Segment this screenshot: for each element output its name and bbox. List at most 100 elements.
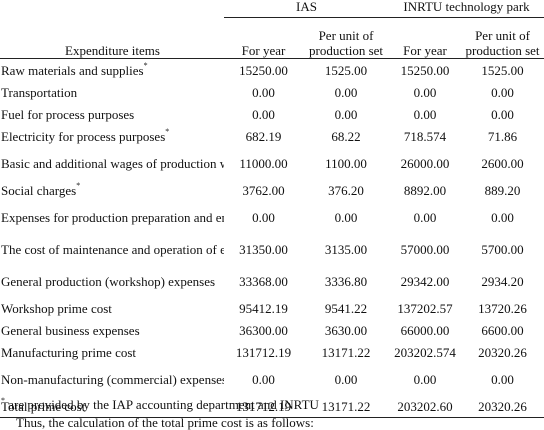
column-header-ias-per-unit: Per unit of production set	[303, 17, 390, 59]
cell-inrtu-per-unit: 13720.26	[478, 300, 527, 316]
row-item-text: Electricity for process purposes	[1, 128, 166, 144]
cell-inrtu-for-year: 0.00	[413, 106, 437, 122]
table-body: Raw materials and supplies* 15250.00 1525.…	[0, 59, 544, 418]
cell-inrtu-for-year: 26000.00	[400, 155, 450, 171]
row-item-label: Electricity for process purposes*	[0, 125, 224, 147]
row-item-label: Fuel for process purposes	[0, 103, 224, 125]
cell-ias-per-unit: 13171.22	[303, 395, 390, 418]
column-header-row: Expenditure items For year Per unit of p…	[0, 17, 544, 59]
cell-inrtu-per-unit: 71.86	[487, 128, 518, 144]
row-item-text: Expenses for production preparation and …	[1, 209, 224, 225]
cell-inrtu-for-year: 66000.00	[400, 322, 450, 338]
cell-ias-per-unit: 1525.00	[324, 62, 368, 78]
group-header-row: IAS INRTU technology park	[0, 0, 544, 18]
cell-ias-per-unit: 9541.22	[324, 300, 368, 316]
cell-inrtu-per-unit: 20320.26	[461, 395, 544, 418]
header-spacer	[0, 0, 224, 18]
row-item-label: Raw materials and supplies*	[0, 59, 224, 82]
table-row: Manufacturing prime cost 131712.19 13171.2…	[0, 341, 544, 363]
row-item-label: Expenses for production preparation and …	[0, 201, 224, 233]
cell-inrtu-for-year: 15250.00	[400, 62, 450, 78]
cell-ias-per-unit: 0.00	[334, 106, 358, 122]
row-item-text: Manufacturing prime cost	[1, 344, 137, 360]
cell-ias-per-unit: 0.00	[334, 371, 358, 387]
table-row: Non-manufacturing (commercial) expenses 0…	[0, 363, 544, 395]
row-item-text: Transportation	[1, 84, 78, 100]
cell-ias-for-year: 0.00	[252, 371, 275, 387]
cell-ias-per-unit: 13171.22	[321, 344, 371, 360]
cell-ias-for-year: 11000.00	[239, 155, 288, 171]
row-item-label: Basic and additional wages of production…	[0, 147, 224, 179]
cell-ias-for-year: 131712.19	[224, 395, 303, 418]
table-row: General production (workshop) expenses 33…	[0, 265, 544, 297]
group-header-inrtu: INRTU technology park	[389, 0, 544, 18]
cell-ias-for-year: 15250.00	[239, 62, 288, 78]
row-item-text: Total prime cost	[1, 398, 86, 414]
cell-inrtu-for-year: 137202.57	[397, 300, 453, 316]
cell-ias-for-year: 33368.00	[239, 273, 288, 289]
cell-inrtu-per-unit: 5700.00	[481, 241, 524, 257]
cell-ias-per-unit: 3630.00	[324, 322, 368, 338]
cell-inrtu-per-unit: 889.20	[484, 182, 521, 198]
cell-inrtu-per-unit: 20320.26	[478, 344, 527, 360]
cell-ias-per-unit: 0.00	[334, 209, 358, 225]
row-item-text: Basic and additional wages of production…	[1, 155, 224, 171]
cell-ias-for-year: 0.00	[252, 84, 275, 100]
cell-inrtu-per-unit: 0.00	[491, 106, 514, 122]
row-item-label: Total prime cost	[0, 395, 224, 418]
row-footnote-mark: *	[143, 61, 148, 71]
cell-inrtu-for-year: 0.00	[413, 371, 437, 387]
row-footnote-mark: *	[165, 127, 170, 137]
cell-ias-for-year: 31350.00	[239, 241, 288, 257]
row-item-label: The cost of maintenance and operation of…	[0, 233, 224, 265]
table-row: Raw materials and supplies* 15250.00 1525.…	[0, 59, 544, 82]
cell-inrtu-for-year: 57000.00	[400, 241, 450, 257]
row-item-label: General production (workshop) expenses	[0, 265, 224, 297]
row-item-text: Fuel for process purposes	[1, 106, 135, 122]
cell-inrtu-per-unit: 0.00	[491, 371, 514, 387]
row-item-label: Manufacturing prime cost	[0, 341, 224, 363]
cell-inrtu-for-year: 203202.60	[389, 395, 462, 418]
cell-inrtu-for-year: 0.00	[413, 84, 437, 100]
cell-ias-for-year: 0.00	[252, 209, 275, 225]
group-header-ias: IAS	[224, 0, 390, 18]
table-row: Basic and additional wages of production…	[0, 147, 544, 179]
row-item-label: General business expenses	[0, 319, 224, 341]
cell-ias-for-year: 0.00	[252, 106, 275, 122]
cell-ias-per-unit: 3336.80	[324, 273, 368, 289]
table-row: General business expenses 36300.00 3630.00…	[0, 319, 544, 341]
cell-inrtu-per-unit: 0.00	[491, 84, 514, 100]
table-row: Transportation 0.00 0.00 0.00 0.00	[0, 81, 544, 103]
cell-inrtu-for-year: 203202.574	[394, 344, 456, 360]
table-row: Social charges* 3762.00 376.20 8892.00 889.2…	[0, 179, 544, 201]
expenditure-table: IAS INRTU technology park Expenditure it…	[0, 0, 544, 418]
cell-inrtu-per-unit: 6600.00	[481, 322, 524, 338]
column-header-items: Expenditure items	[0, 17, 224, 59]
cell-ias-per-unit: 376.20	[328, 182, 364, 198]
cell-ias-for-year: 131712.19	[235, 344, 292, 360]
cell-inrtu-for-year: 718.574	[403, 128, 447, 144]
trailing-paragraph: Thus, the calculation of the total prime…	[16, 415, 314, 430]
column-header-inrtu-for-year: For year	[389, 17, 462, 59]
row-item-text: Workshop prime cost	[1, 300, 112, 316]
row-item-label: Non-manufacturing (commercial) expenses	[0, 363, 224, 395]
cell-ias-for-year: 682.19	[245, 128, 282, 144]
row-item-text: Non-manufacturing (commercial) expenses	[1, 371, 224, 387]
cell-inrtu-per-unit: 2600.00	[481, 155, 524, 171]
cell-inrtu-for-year: 29342.00	[400, 273, 450, 289]
cell-inrtu-per-unit: 2934.20	[481, 273, 524, 289]
row-item-text: The cost of maintenance and operation of…	[1, 241, 224, 257]
cell-inrtu-for-year: 0.00	[413, 209, 437, 225]
footnote-text: are provided by the IAP accounting depar…	[5, 397, 319, 412]
column-header-ias-for-year: For year	[224, 17, 303, 59]
row-item-text: General business expenses	[1, 322, 140, 338]
row-item-label: Social charges*	[0, 179, 224, 201]
cell-ias-for-year: 3762.00	[242, 182, 285, 198]
footnote-mark: *	[1, 395, 5, 405]
row-footnote-mark: *	[76, 181, 81, 191]
footnote: * are provided by the IAP accounting dep…	[1, 395, 319, 412]
row-item-text: General production (workshop) expenses	[1, 273, 216, 289]
cell-ias-per-unit: 68.22	[331, 128, 361, 144]
table-row: Fuel for process purposes 0.00 0.00 0.00 0.0…	[0, 103, 544, 125]
